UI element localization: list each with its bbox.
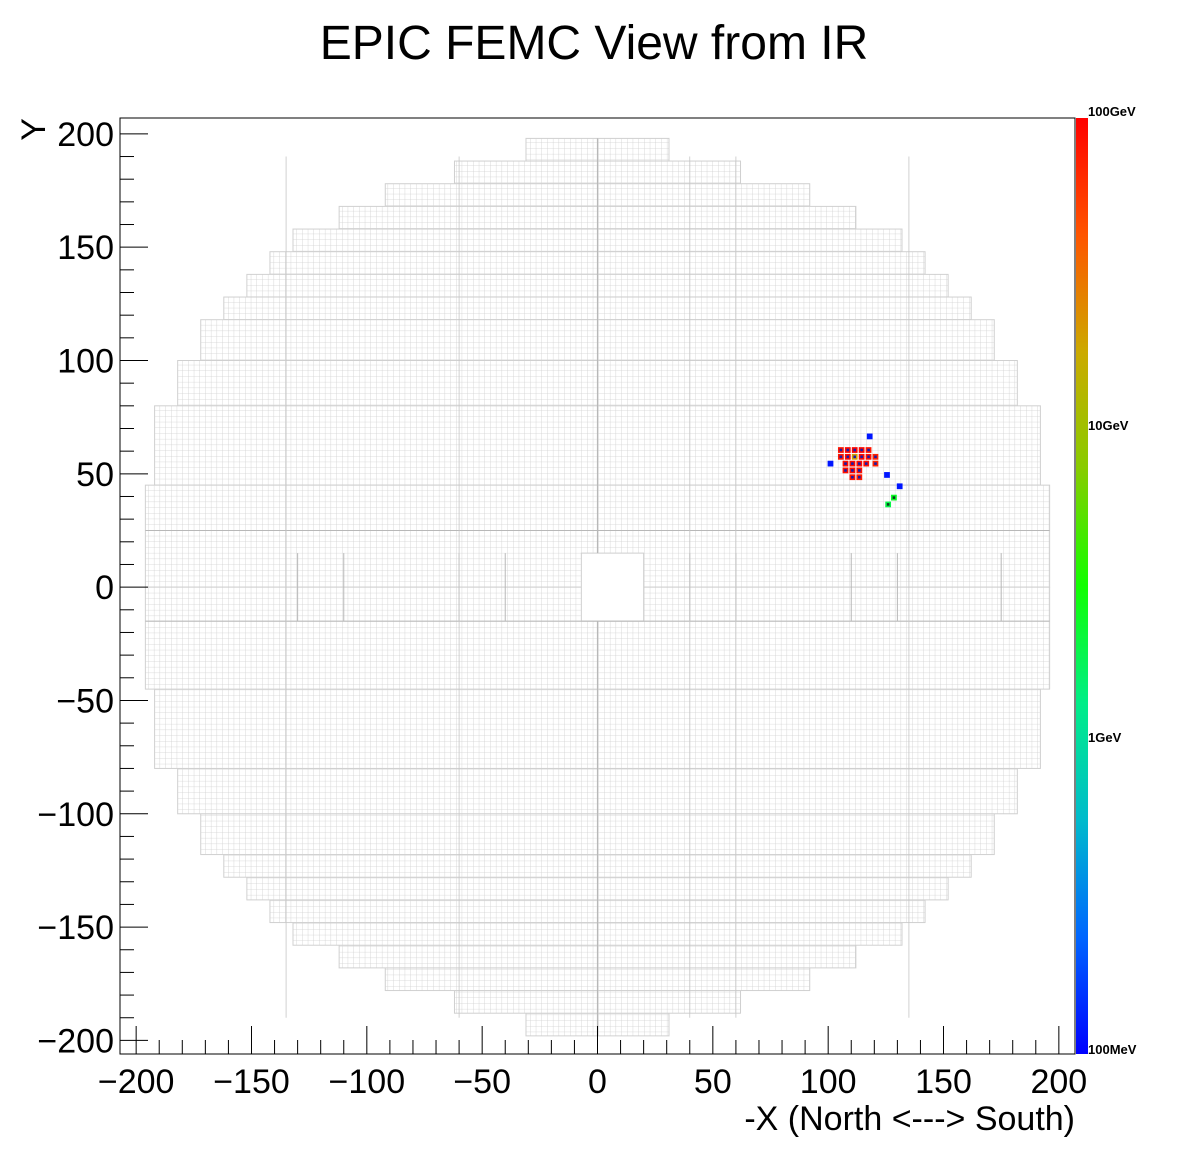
y-tick-label: 150 [57, 229, 114, 267]
detector-face [144, 137, 1051, 1037]
x-tick-label: −200 [98, 1063, 175, 1101]
hit-cell [844, 447, 851, 453]
y-tick-label: 50 [76, 456, 114, 494]
hit-cell [866, 433, 873, 440]
x-tick-label: 50 [694, 1063, 732, 1101]
x-tick-label: 150 [915, 1063, 972, 1101]
hit-cell [851, 453, 858, 460]
hit-cell [856, 467, 863, 474]
color-bar-label: 100MeV [1088, 1042, 1137, 1057]
hit-cell [884, 472, 890, 478]
y-tick-label: −150 [37, 909, 114, 947]
energy-hits [827, 433, 903, 508]
hit-cell [849, 467, 856, 474]
x-tick-label: −150 [213, 1063, 290, 1101]
hit-cell [865, 453, 872, 460]
hit-cell [872, 453, 879, 460]
y-tick-label: −50 [56, 682, 114, 720]
hit-cell [849, 460, 856, 467]
hit-cell [856, 460, 863, 467]
color-bar [1076, 118, 1088, 1054]
y-tick-label: 100 [57, 342, 114, 380]
chart-title: EPIC FEMC View from IR [320, 17, 869, 70]
hit-cell [891, 494, 897, 501]
hit-cell [856, 474, 863, 481]
hit-cell [844, 453, 851, 460]
y-axis-ticks: 200 150 100 50 0 −50 −100 −150 −200 [37, 116, 148, 1060]
color-bar-label: 1GeV [1088, 730, 1122, 745]
hit-cell [872, 460, 879, 467]
hit-cell [837, 453, 844, 460]
color-bar-labels: 100GeV 10GeV 1GeV 100MeV [1088, 104, 1137, 1057]
y-tick-label: −100 [37, 796, 114, 834]
y-tick-label: 200 [57, 116, 114, 154]
hit-cell [842, 460, 849, 467]
x-tick-label: 100 [800, 1063, 857, 1101]
hit-cell [827, 460, 834, 467]
x-axis-label: -X (North <---> South) [744, 1100, 1075, 1138]
hit-cell [851, 447, 858, 453]
y-axis-label: Y [15, 118, 53, 141]
hit-cell [849, 474, 856, 481]
hit-cell [863, 460, 870, 467]
x-tick-label: −100 [329, 1063, 406, 1101]
x-tick-label: 200 [1030, 1063, 1087, 1101]
color-bar-label: 100GeV [1088, 104, 1136, 119]
hit-cell [858, 453, 865, 460]
hit-cell [896, 483, 903, 490]
x-axis-ticks: −200 −150 −100 −50 0 50 100 150 200 [98, 1026, 1087, 1101]
x-tick-label: −50 [453, 1063, 511, 1101]
hit-cell [865, 447, 872, 453]
hit-cell [885, 501, 892, 508]
color-bar-label: 10GeV [1088, 418, 1129, 433]
x-tick-label: 0 [588, 1063, 607, 1101]
y-tick-label: −200 [37, 1022, 114, 1060]
beam-hole [580, 552, 645, 622]
hit-cell [858, 447, 865, 453]
y-tick-label: 0 [95, 569, 114, 607]
hit-cell [842, 467, 849, 474]
module-boundaries [145, 138, 1050, 1036]
hit-cell [837, 447, 844, 453]
